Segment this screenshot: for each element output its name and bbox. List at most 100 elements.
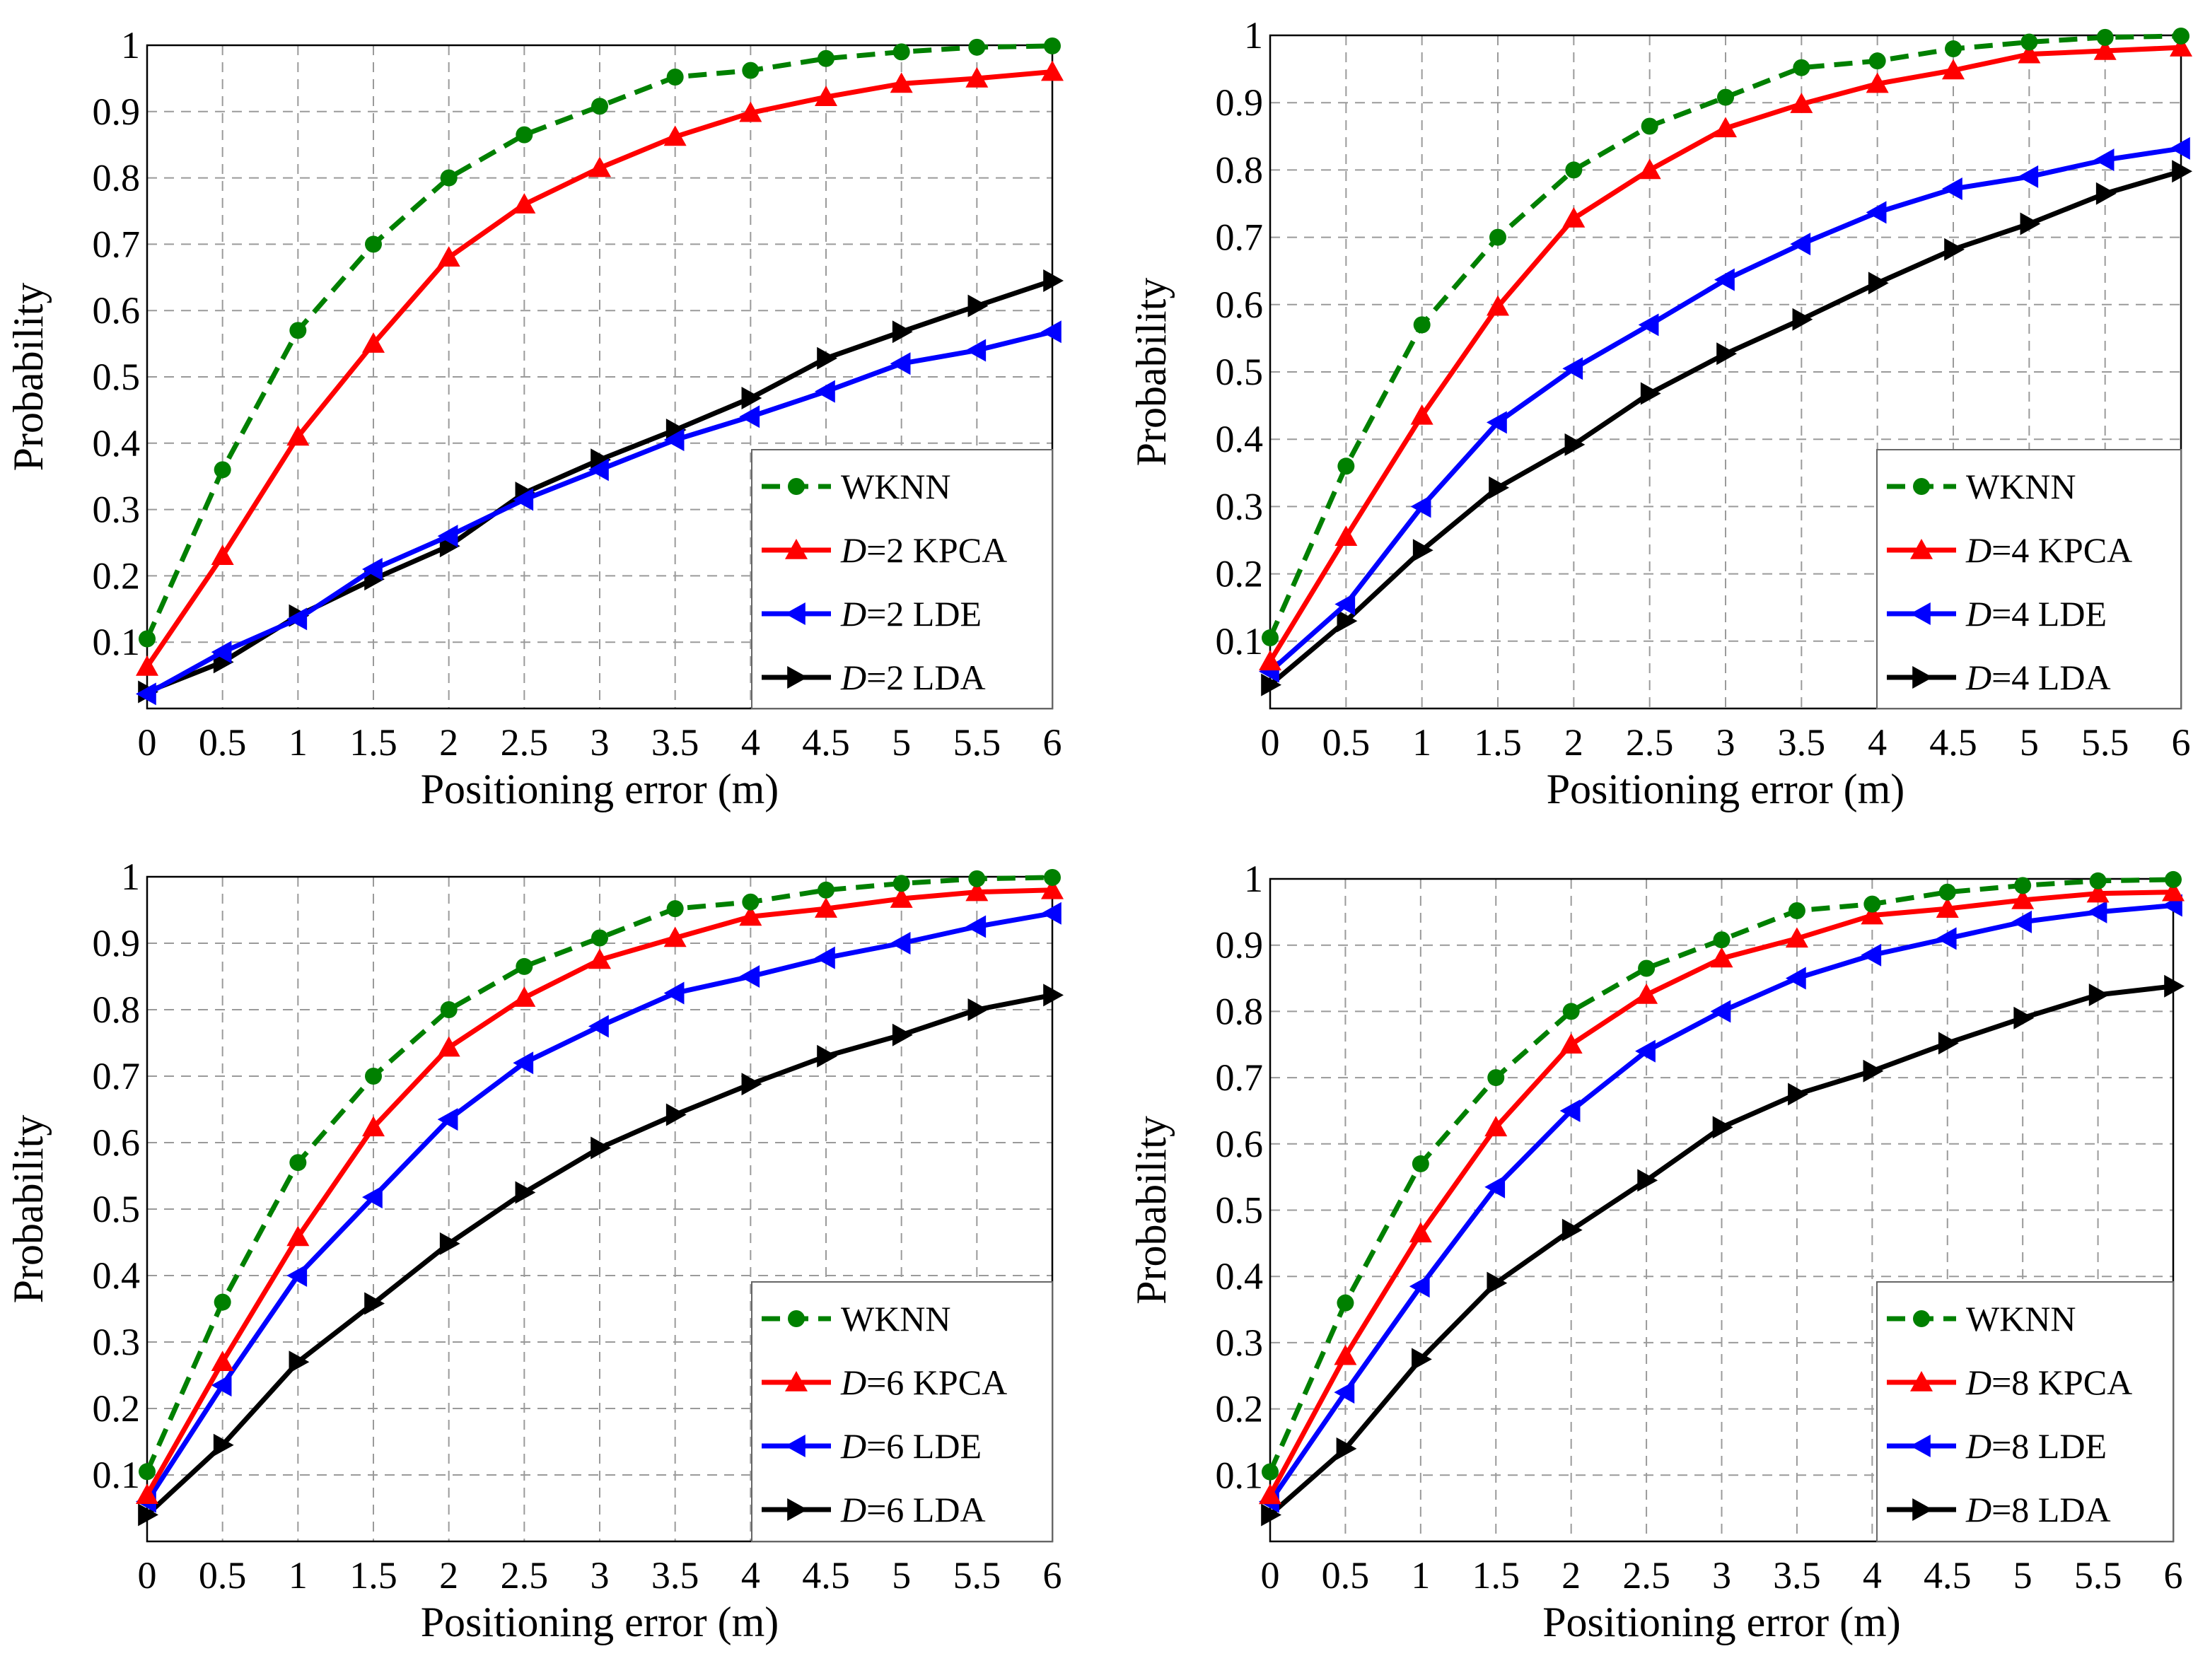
data-point: [139, 630, 156, 648]
y-tick-label: 0.6: [1216, 284, 1264, 326]
y-tick-label: 0.5: [93, 356, 141, 398]
data-point: [968, 38, 986, 56]
x-tick-label: 0.5: [199, 1554, 247, 1597]
data-point: [965, 915, 987, 938]
x-tick-label: 3.5: [1778, 721, 1826, 764]
legend-label: D=6 LDA: [840, 1490, 986, 1529]
data-point: [1868, 272, 1889, 295]
legend-entry-lda: D=8 LDA: [1887, 1490, 2111, 1529]
data-point: [1334, 525, 1358, 547]
x-tick-label: 3.5: [651, 721, 699, 764]
plot-frame: [1269, 877, 2175, 1543]
data-point: [665, 1103, 687, 1126]
x-tick-label: 4.5: [1929, 721, 1977, 764]
data-point: [892, 320, 913, 344]
legend-label: D=4 KPCA: [1965, 530, 2132, 570]
data-point: [362, 1116, 385, 1137]
y-tick-label: 0.9: [93, 91, 141, 133]
data-point: [1637, 1169, 1658, 1192]
y-tick-label: 0.3: [93, 1321, 141, 1363]
y-tick-label: 0.6: [93, 289, 141, 332]
data-point: [818, 881, 834, 899]
legend-label: D=2 LDA: [840, 658, 986, 697]
chart-panel-3: 0 0.5 1 1.5 2 2.5 3 3.5 4 4.5 5 5.5 6 0.1 0.2 0.3 0.4 0.5…: [5, 856, 1064, 1645]
data-point: [1710, 947, 1733, 968]
data-point: [1259, 650, 1281, 671]
series-lde: [1259, 136, 2190, 683]
data-point: [890, 887, 913, 908]
data-point: [513, 488, 534, 511]
x-tick-label: 5.5: [2074, 1554, 2122, 1597]
y-tick-label: 0.9: [1216, 81, 1264, 124]
y-axis-label: Probability: [5, 283, 52, 472]
data-point: [741, 387, 762, 410]
data-point: [136, 655, 158, 676]
legend-entry-lde: D=6 LDE: [762, 1426, 982, 1466]
x-tick-label: 2: [439, 1554, 458, 1597]
series-kpca: [1259, 36, 2192, 671]
y-tick-label: 0.8: [93, 988, 141, 1031]
data-point: [1412, 1348, 1432, 1371]
series-wknn: [1262, 870, 2182, 1481]
legend-entry-wknn: WKNN: [762, 467, 951, 506]
legend-entry-lda: D=6 LDA: [762, 1490, 986, 1529]
y-tick-label: 0.7: [1216, 1056, 1264, 1099]
data-point: [136, 1483, 158, 1504]
data-point: [211, 1351, 234, 1371]
y-tick-label: 0.7: [93, 223, 141, 265]
data-point: [588, 156, 611, 177]
legend-marker: [1913, 1310, 1930, 1327]
data-point: [1861, 943, 1882, 967]
x-tick-label: 3: [591, 1554, 610, 1597]
data-point: [890, 72, 913, 93]
data-point: [1944, 238, 1965, 261]
data-point: [1487, 295, 1509, 316]
x-tick-label: 4.5: [1924, 1554, 1972, 1597]
x-tick-label: 2.5: [501, 721, 549, 764]
x-tick-label: 3: [1716, 721, 1735, 764]
plot-frame: [1269, 34, 2182, 710]
x-tick-label: 0: [1261, 721, 1280, 764]
legend-entry-lde: D=2 LDE: [762, 594, 982, 634]
data-point: [1484, 1116, 1508, 1137]
x-tick-label: 5.5: [953, 1554, 1001, 1597]
x-tick-label: 4: [1868, 721, 1887, 764]
data-point: [1562, 206, 1586, 228]
y-tick-label: 0.3: [93, 489, 141, 531]
legend-marker: [1910, 1371, 1933, 1392]
data-point: [211, 641, 232, 664]
x-tick-label: 2.5: [501, 1554, 549, 1597]
legend-marker: [785, 1435, 806, 1457]
data-point: [967, 998, 989, 1021]
data-point: [588, 1015, 609, 1038]
y-tick-label: 0.9: [1216, 924, 1264, 967]
data-point: [663, 125, 687, 146]
x-tick-label: 6: [2164, 1554, 2183, 1597]
data-point: [1412, 1155, 1429, 1172]
data-point: [1262, 1463, 1279, 1481]
data-point: [1714, 268, 1735, 291]
data-point: [440, 1001, 458, 1018]
data-point: [289, 1351, 310, 1374]
data-point: [286, 425, 310, 446]
y-tick-label: 0.2: [93, 1387, 141, 1430]
data-point: [1412, 539, 1433, 562]
x-tick-label: 5.5: [2081, 721, 2129, 764]
x-tick-label: 5.5: [953, 721, 1001, 764]
data-point: [1041, 60, 1064, 81]
data-point: [1487, 1069, 1505, 1087]
data-point: [1638, 313, 1659, 337]
y-axis-label: Probability: [1128, 1116, 1175, 1305]
data-point: [892, 875, 910, 892]
x-tick-label: 4: [741, 721, 760, 764]
data-point: [2020, 212, 2041, 235]
legend-box: [1876, 449, 2182, 709]
x-tick-label: 4.5: [802, 1554, 850, 1597]
data-point: [1641, 117, 1658, 135]
legend-entry-wknn: WKNN: [762, 1299, 951, 1338]
y-tick-label: 0.4: [93, 1254, 141, 1297]
data-point: [211, 1374, 232, 1397]
data-point: [1638, 158, 1661, 180]
data-point: [1409, 1222, 1432, 1243]
